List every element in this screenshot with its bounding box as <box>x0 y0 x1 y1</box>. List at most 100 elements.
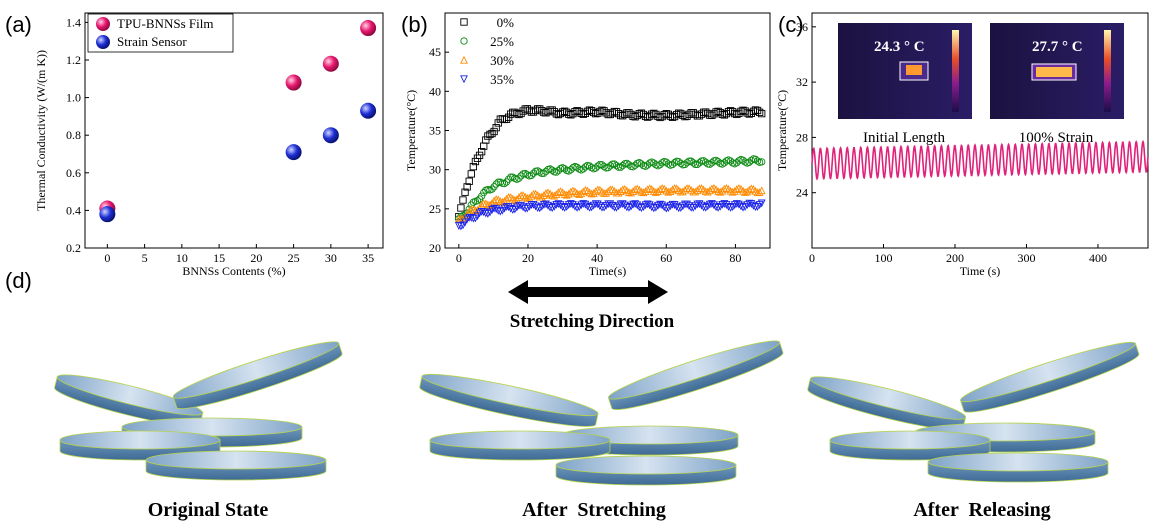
inset-caption-initial: Initial Length <box>863 130 946 146</box>
data-point <box>722 183 731 192</box>
data-point <box>496 207 505 216</box>
inset-caption-strain: 100% Strain <box>1019 130 1094 146</box>
data-point <box>637 187 646 196</box>
data-point <box>477 148 486 156</box>
data-point <box>494 119 502 127</box>
data-point <box>552 168 560 176</box>
data-point <box>473 197 482 205</box>
x-tick-label: 10 <box>176 251 188 265</box>
legend-marker <box>460 18 468 26</box>
ir-temp-strain: 27.7 ° C <box>1032 39 1083 55</box>
data-point <box>488 185 496 193</box>
stretching-direction-label: Stretching Direction <box>510 311 675 332</box>
data-point <box>604 110 612 119</box>
data-point <box>656 113 664 122</box>
data-point <box>492 195 501 203</box>
data-point <box>734 183 743 192</box>
data-point <box>566 187 575 196</box>
x-tick-label: 30 <box>325 251 337 265</box>
x-tick-label: 0 <box>456 251 462 265</box>
data-point <box>757 186 766 195</box>
data-point <box>712 203 720 212</box>
data-point <box>685 157 693 165</box>
legend: 0% 25% 30% 35% <box>460 15 514 87</box>
data-point-sensor <box>285 144 302 161</box>
data-point <box>662 204 671 213</box>
ir-inset-initial: 24.3 ° C <box>838 23 972 119</box>
disk-schematics <box>54 340 1140 486</box>
data-point <box>629 200 638 209</box>
state-label-stretching: After Stretching <box>522 499 666 521</box>
data-point <box>492 124 500 132</box>
disk <box>419 373 599 427</box>
data-point <box>691 160 699 169</box>
y-axis-label: Thermal Conductivity (W/(m K)) <box>34 50 48 211</box>
state-label-original: Original State <box>148 499 269 521</box>
disk-top <box>829 430 991 450</box>
panel-label-d: (d) <box>5 268 32 293</box>
data-point <box>600 162 608 171</box>
ir-color-scale <box>1104 30 1111 112</box>
data-point-film <box>285 74 302 91</box>
data-point <box>581 186 590 194</box>
disk-top <box>607 340 781 400</box>
x-tick-label: 40 <box>591 251 603 265</box>
y-tick-label: 20 <box>429 241 441 255</box>
data-point <box>502 115 511 123</box>
legend-marker <box>96 35 110 49</box>
y-tick-label: 25 <box>429 202 441 216</box>
data-point <box>585 188 594 197</box>
data-point <box>564 201 573 209</box>
y-axis-label: Temperature(°C) <box>404 90 418 171</box>
data-point <box>614 109 623 118</box>
data-point <box>525 193 534 202</box>
data-point <box>718 200 727 209</box>
data-point <box>484 132 492 140</box>
data-point <box>527 171 536 180</box>
data-point <box>745 185 754 194</box>
x-tick-label: 15 <box>213 251 225 265</box>
data-point <box>477 192 486 200</box>
data-point-sensor <box>322 127 339 144</box>
state-label-releasing: After Releasing <box>913 499 1050 521</box>
y-tick-label: 0.2 <box>66 241 81 255</box>
data-point <box>463 183 471 191</box>
x-axis-label: Time (s) <box>960 264 1001 278</box>
y-tick-label: 32 <box>796 75 808 89</box>
data-point <box>539 201 548 209</box>
legend-entry: 30% <box>490 53 514 68</box>
y-tick-label: 1.4 <box>66 15 81 29</box>
data-point <box>579 187 588 196</box>
data-point <box>689 159 697 167</box>
legend-marker <box>96 17 110 31</box>
data-point <box>714 187 723 195</box>
y-tick-label: 28 <box>796 130 808 144</box>
data-point <box>697 110 706 118</box>
data-point <box>517 109 525 118</box>
data-point <box>685 110 693 118</box>
data-point <box>558 203 567 212</box>
panel-label-a: (a) <box>5 12 32 37</box>
data-point <box>540 169 548 177</box>
data-point <box>573 203 582 212</box>
disk-top <box>172 341 340 399</box>
plot-frame <box>84 12 384 249</box>
data-point <box>739 106 747 114</box>
data-point <box>481 199 490 208</box>
data-point <box>668 113 677 121</box>
disk <box>172 341 343 410</box>
data-point <box>645 184 654 193</box>
data-point <box>612 161 621 170</box>
disk-top <box>809 376 967 420</box>
disk <box>145 450 327 481</box>
data-point <box>508 194 517 203</box>
disk <box>607 340 784 410</box>
data-point <box>732 185 741 193</box>
data-point <box>726 204 735 212</box>
data-point <box>538 169 546 178</box>
data-point <box>730 201 739 210</box>
data-point <box>658 183 667 192</box>
y-tick-label: 45 <box>429 45 441 59</box>
disk-top <box>56 374 204 416</box>
